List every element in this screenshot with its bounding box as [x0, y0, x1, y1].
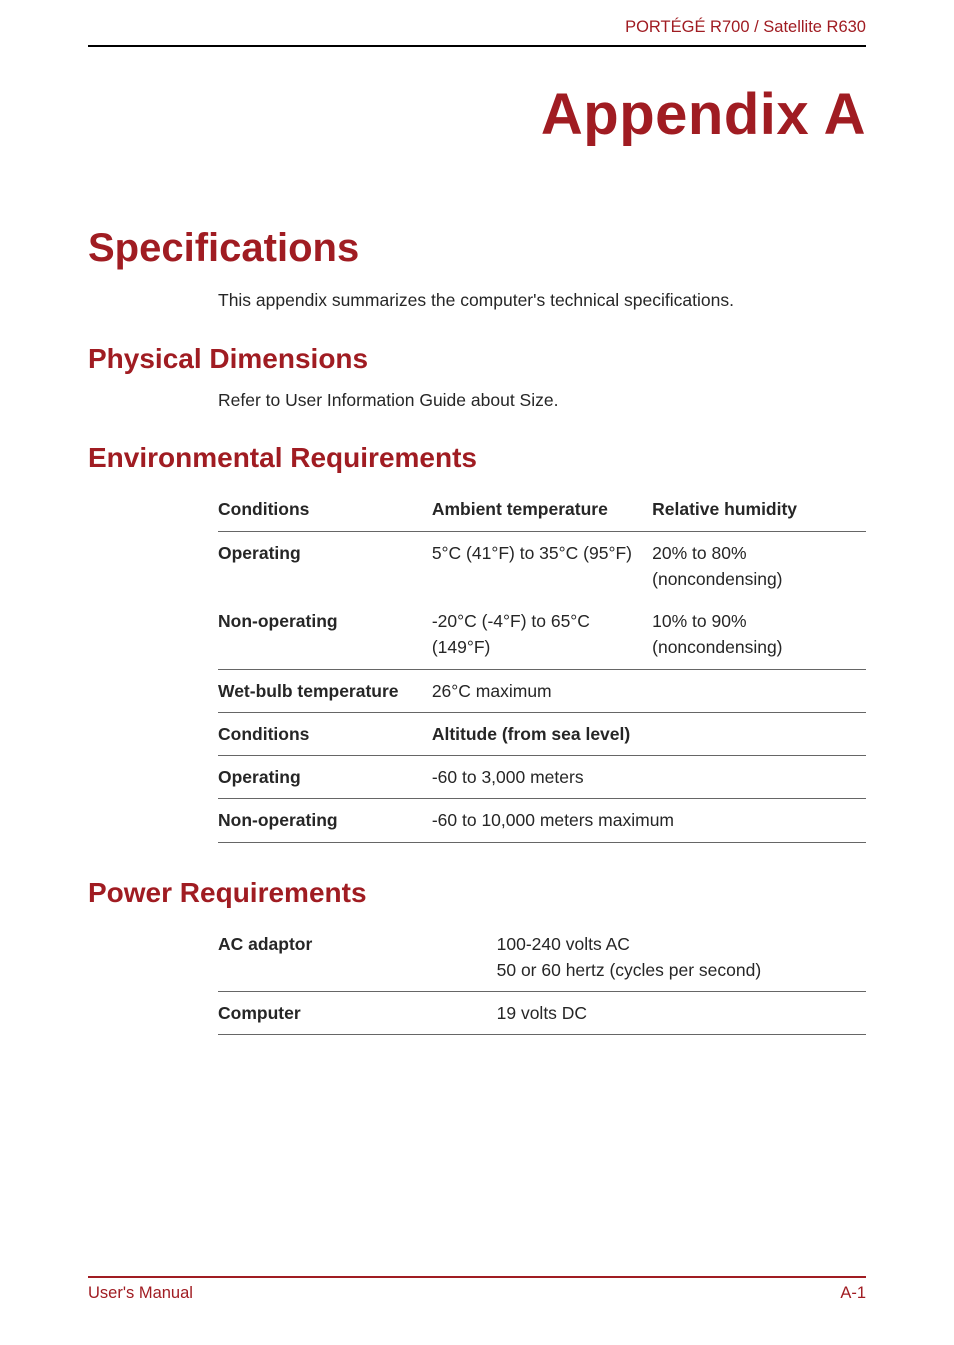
page-title: Specifications: [88, 226, 866, 271]
env-row-label: Non-operating: [218, 600, 432, 669]
env-header-ambient: Ambient temperature: [432, 488, 652, 531]
footer-left: User's Manual: [88, 1284, 193, 1303]
power-value-line2: 50 or 60 hertz (cycles per second): [497, 960, 762, 980]
section-heading-environmental: Environmental Requirements: [88, 442, 866, 474]
footer-rule: [88, 1276, 866, 1278]
env-humidity-line2: (noncondensing): [652, 637, 782, 657]
env-row-label: Operating: [218, 531, 432, 600]
env-wetbulb-label: Wet-bulb temperature: [218, 669, 432, 712]
env-row-ambient: -20°C (-4°F) to 65°C (149°F): [432, 600, 652, 669]
section-heading-physical: Physical Dimensions: [88, 343, 866, 375]
environmental-table: Conditions Ambient temperature Relative …: [218, 488, 866, 842]
physical-dimensions-body: Refer to User Information Guide about Si…: [88, 389, 866, 413]
power-table: AC adaptor 100-240 volts AC 50 or 60 her…: [218, 923, 866, 1036]
power-value-line1: 100-240 volts AC: [497, 934, 630, 954]
env-header-conditions: Conditions: [218, 488, 432, 531]
power-row-value: 100-240 volts AC 50 or 60 hertz (cycles …: [497, 923, 866, 992]
power-row-label: AC adaptor: [218, 923, 497, 992]
env-altitude-row-label: Operating: [218, 756, 432, 799]
env-altitude-row-value: -60 to 3,000 meters: [432, 756, 866, 799]
intro-paragraph: This appendix summarizes the computer's …: [88, 289, 866, 313]
env-row-humidity: 10% to 90% (noncondensing): [652, 600, 866, 669]
env-altitude-header-conditions: Conditions: [218, 712, 432, 755]
env-wetbulb-value: 26°C maximum: [432, 669, 866, 712]
env-humidity-line1: 10% to 90%: [652, 611, 746, 631]
env-row-humidity: 20% to 80% (noncondensing): [652, 531, 866, 600]
section-heading-power: Power Requirements: [88, 877, 866, 909]
header-product-line: PORTÉGÉ R700 / Satellite R630: [88, 16, 866, 45]
power-row-label: Computer: [218, 992, 497, 1035]
env-humidity-line1: 20% to 80%: [652, 543, 746, 563]
page-footer: User's Manual A-1: [88, 1276, 866, 1303]
env-humidity-line2: (noncondensing): [652, 569, 782, 589]
footer-right: A-1: [840, 1284, 866, 1303]
power-row-value: 19 volts DC: [497, 992, 866, 1035]
env-header-humidity: Relative humidity: [652, 488, 866, 531]
env-altitude-row-value: -60 to 10,000 meters maximum: [432, 799, 866, 842]
env-altitude-row-label: Non-operating: [218, 799, 432, 842]
appendix-label: Appendix A: [88, 81, 866, 148]
header-rule: [88, 45, 866, 47]
env-row-ambient: 5°C (41°F) to 35°C (95°F): [432, 531, 652, 600]
env-altitude-header-altitude: Altitude (from sea level): [432, 712, 866, 755]
